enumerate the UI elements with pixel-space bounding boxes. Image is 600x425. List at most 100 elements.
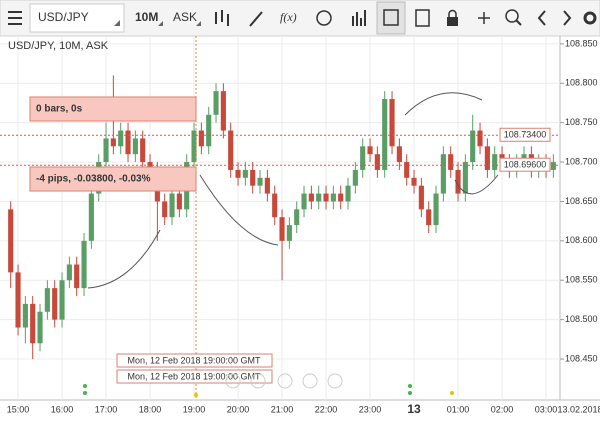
settings-button[interactable] bbox=[583, 11, 597, 25]
symbol-select[interactable] bbox=[29, 3, 125, 33]
candle-body bbox=[52, 288, 58, 320]
candle-body bbox=[176, 193, 182, 210]
candle-body bbox=[235, 169, 241, 178]
arrow-curve bbox=[87, 229, 161, 289]
indicator-button[interactable]: f(x) bbox=[280, 10, 297, 24]
dropdown-arrow bbox=[158, 21, 163, 26]
candle-body bbox=[455, 169, 461, 194]
y-tick-label: 108.850 bbox=[565, 38, 598, 48]
arrow-curve bbox=[454, 174, 499, 195]
candle-body bbox=[191, 130, 197, 163]
info-button[interactable] bbox=[316, 10, 332, 26]
draw-button[interactable] bbox=[249, 11, 263, 27]
candle-body bbox=[44, 288, 50, 312]
x-tick-label: 23:00 bbox=[359, 404, 382, 414]
candle-body bbox=[411, 177, 417, 186]
candle-body bbox=[316, 193, 322, 202]
candle-body bbox=[88, 193, 94, 241]
candle-body bbox=[426, 209, 432, 226]
candle-body bbox=[125, 130, 131, 155]
y-tick-label: 108.650 bbox=[565, 196, 598, 206]
chart-title: USD/JPY, 10M, ASK bbox=[8, 40, 109, 52]
volume-button[interactable] bbox=[352, 10, 366, 26]
x-tick-label: 20:00 bbox=[227, 404, 250, 414]
forward-button[interactable] bbox=[563, 10, 572, 26]
y-tick-label: 108.800 bbox=[565, 78, 598, 88]
back-button[interactable] bbox=[537, 10, 546, 26]
candle-body bbox=[264, 177, 270, 194]
candle-body bbox=[198, 130, 204, 147]
candle-body bbox=[132, 138, 138, 155]
arrow-curve bbox=[199, 174, 279, 246]
y-tick-label: 108.750 bbox=[565, 117, 598, 127]
candle-body bbox=[8, 209, 14, 273]
y-tick-label: 108.700 bbox=[565, 156, 598, 166]
x-tick-label: 16:00 bbox=[51, 404, 74, 414]
candle-body bbox=[396, 146, 402, 163]
calendar-icon bbox=[383, 9, 399, 26]
candle-body bbox=[110, 138, 116, 147]
price-type[interactable]: ASK bbox=[173, 10, 197, 24]
date-label: 13.02.2018 bbox=[557, 404, 600, 414]
candle-body bbox=[374, 154, 380, 170]
x-tick-label: 02:00 bbox=[491, 404, 514, 414]
candle-body bbox=[74, 264, 80, 289]
price-label: 108.69600 bbox=[504, 160, 547, 170]
calculator-button[interactable] bbox=[415, 9, 430, 27]
candle-body bbox=[448, 154, 454, 170]
arrow-curve bbox=[404, 92, 483, 116]
y-tick-label: 108.550 bbox=[565, 275, 598, 285]
candle-body bbox=[345, 185, 351, 202]
candle-body bbox=[484, 146, 490, 170]
candle-body bbox=[550, 162, 556, 170]
candle-body bbox=[162, 201, 168, 218]
candle-body bbox=[213, 91, 219, 115]
lock-icon bbox=[448, 9, 457, 17]
event-markers bbox=[83, 384, 454, 397]
y-tick-label: 108.600 bbox=[565, 235, 598, 245]
candle-body bbox=[418, 185, 424, 210]
candle-body bbox=[286, 225, 292, 241]
timeframe[interactable]: 10M bbox=[135, 10, 158, 24]
navigation-controls[interactable] bbox=[225, 373, 343, 389]
lock-button[interactable] bbox=[447, 17, 458, 26]
y-tick-label: 108.450 bbox=[565, 353, 598, 363]
candle-body bbox=[382, 99, 388, 170]
calendar-button[interactable] bbox=[376, 1, 406, 35]
candle-body bbox=[147, 162, 153, 170]
x-tick-label: 22:00 bbox=[315, 404, 338, 414]
candle-body bbox=[59, 280, 65, 320]
dropdown-arrow bbox=[196, 21, 201, 26]
zoom-button[interactable] bbox=[505, 9, 519, 23]
candle-body bbox=[367, 146, 373, 155]
candle-body bbox=[492, 154, 498, 170]
candle-body bbox=[477, 130, 483, 147]
candle-body bbox=[433, 193, 439, 226]
annotation: 0 bars, 0s bbox=[36, 104, 83, 115]
crosshair-date: Mon, 12 Feb 2018 19:00:00 GMT bbox=[127, 355, 261, 365]
candle-body bbox=[206, 114, 212, 147]
candle-body bbox=[404, 162, 410, 178]
candle-body bbox=[301, 193, 307, 210]
candle-body bbox=[30, 303, 36, 344]
chart-type-button[interactable] bbox=[215, 10, 229, 26]
x-tick-label: 19:00 bbox=[183, 404, 206, 414]
candle-body bbox=[140, 138, 146, 163]
x-tick-label: 13 bbox=[407, 402, 421, 416]
menu-button[interactable] bbox=[8, 11, 22, 25]
crosshair-button[interactable] bbox=[478, 12, 490, 24]
candle-body bbox=[66, 264, 72, 281]
symbol: USD/JPY bbox=[38, 10, 89, 24]
zoom-icon bbox=[515, 19, 522, 26]
crosshair-label: Mon, 12 Feb 2018 19:00:00 GMT Mon, 12 Fe… bbox=[116, 353, 273, 384]
x-tick-label: 15:00 bbox=[7, 404, 30, 414]
candle-body bbox=[272, 193, 278, 218]
candle-body bbox=[279, 217, 285, 241]
candle-body bbox=[228, 130, 234, 170]
candles: 108.73400 108.69600 bbox=[0, 75, 560, 360]
candle-body bbox=[330, 193, 336, 202]
candle-body bbox=[22, 303, 28, 328]
candle-body bbox=[389, 99, 395, 147]
candle-body bbox=[220, 91, 226, 131]
